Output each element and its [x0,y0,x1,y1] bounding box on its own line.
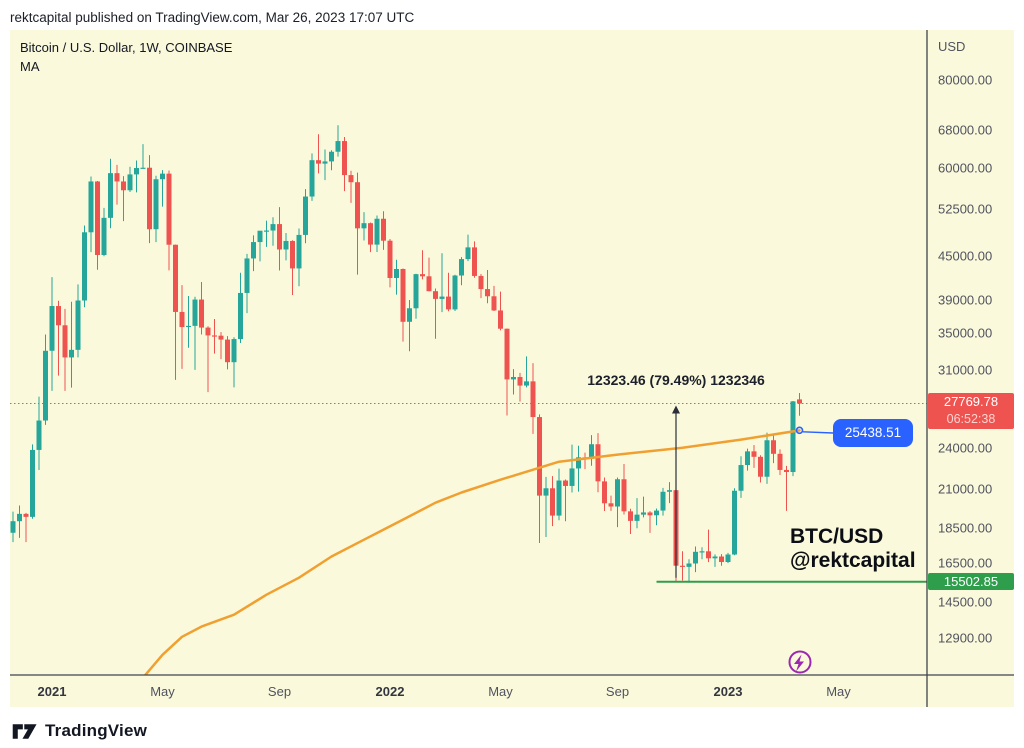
price-axis[interactable]: 80000.00 68000.00 60000.00 52500.00 45000.00… [927,30,1014,675]
price-tick-label: 18500.00 [938,520,993,536]
last-price-badge: 27769.78 06:52:38 [928,392,1014,429]
range-tool-annotation: 12323.46 (79.49%) 1232346 [587,372,765,388]
publication-byline: rektcapital published on TradingView.com… [10,10,415,25]
time-tick-label: 2021 [37,684,67,699]
bar-countdown: 06:52:38 [946,411,996,426]
time-axis[interactable]: 2021 May Sep 2022 May Sep 2023 May [10,676,1014,707]
price-tick-label: 21000.00 [938,481,993,497]
price-tick-label: 52500.00 [938,201,993,217]
candlestick-series [10,125,802,583]
range-arrow-drawing[interactable] [672,405,680,578]
symbol-title: Bitcoin / U.S. Dollar, 1W, COINBASE [20,40,233,55]
tradingview-brand-text[interactable]: TradingView [45,721,148,740]
price-tick-label: 24000.00 [938,440,993,456]
price-tick-label: 12900.00 [938,630,993,646]
time-tick-label: May [150,684,175,699]
price-tick-label: 14500.00 [938,594,993,610]
plot-area[interactable] [10,125,927,677]
price-tick-label: 39000.00 [938,292,993,308]
ma-callout-connector [795,426,834,435]
price-tick-label: 80000.00 [938,72,993,88]
price-tick-label: 16500.00 [938,555,993,571]
indicator-label: MA [20,59,40,74]
time-tick-label: Sep [267,684,292,699]
price-tick-label: 35000.00 [938,325,993,341]
price-tick-label: 31000.00 [938,362,993,378]
price-tick-label: 45000.00 [938,248,993,264]
time-tick-label: 2023 [713,684,743,699]
ma-line[interactable] [143,429,801,677]
price-tick-label: 60000.00 [938,160,993,176]
footer: TradingView [12,719,147,743]
chart-background [10,30,1014,707]
ma-value-callout[interactable]: 25438.51 [833,419,913,447]
watermark-symbol: BTC/USD [790,525,884,548]
price-axis-currency: USD [938,39,966,54]
price-tick-label: 68000.00 [938,122,993,138]
boost-lightning-button[interactable] [788,650,812,674]
tradingview-logo-icon[interactable] [12,723,38,740]
time-tick-label: May [488,684,513,699]
time-tick-label: 2022 [375,684,405,699]
time-tick-label: May [826,684,851,699]
watermark: BTC/USD @rektcapital [790,525,916,573]
time-tick-label: Sep [605,684,630,699]
watermark-handle: @rektcapital [790,549,916,572]
support-price-badge: 15502.85 [928,573,1014,591]
last-price-value: 27769.78 [943,393,999,409]
